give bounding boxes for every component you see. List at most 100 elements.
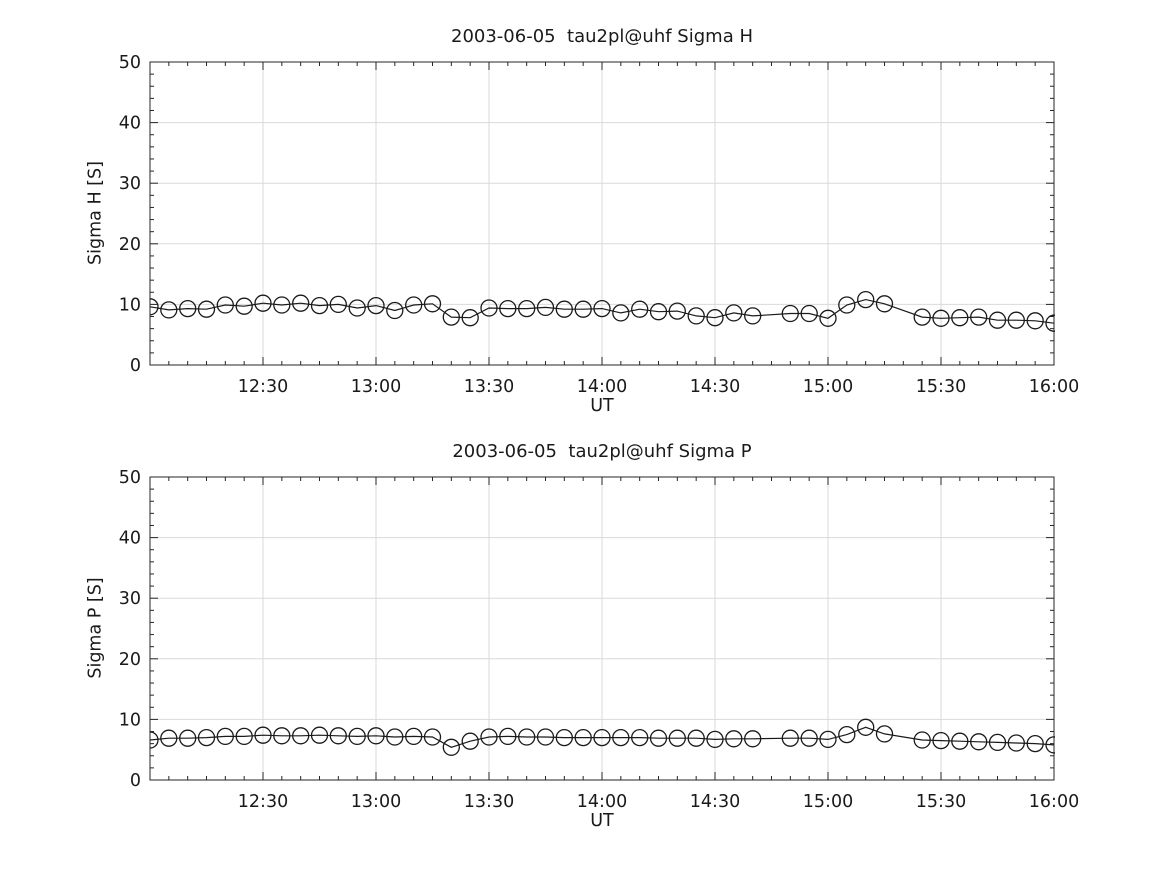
x-tick-label: 13:30: [464, 792, 514, 812]
y-tick-label: 0: [130, 771, 141, 791]
data-point-marker: [612, 304, 630, 322]
sigma-p-chart: 12:30 13:00 13:30 14:00 14:30 15:00 15:30 16:00…: [0, 415, 1167, 875]
data-point-marker: [988, 733, 1007, 752]
data-point-marker: [329, 727, 347, 745]
data-point-marker: [932, 309, 950, 327]
y-tick-label: 30: [119, 174, 141, 194]
data-point-marker: [197, 300, 216, 318]
data-point-marker: [348, 727, 366, 746]
data-point-marker: [875, 725, 894, 743]
data-point-marker: [518, 728, 536, 746]
x-tick-label: 12:30: [238, 792, 288, 812]
axes-box: [149, 476, 1055, 781]
data-point-marker: [781, 304, 799, 323]
y-tick-label: 20: [119, 235, 141, 255]
data-point-marker: [875, 295, 894, 313]
data-point-marker: [216, 296, 234, 314]
data-point-marker: [423, 295, 442, 313]
data-point-marker: [988, 311, 1007, 329]
data-point-marker: [292, 727, 310, 745]
x-tick-label: 13:00: [351, 792, 401, 812]
data-point-marker: [292, 294, 310, 312]
data-point-marker: [442, 738, 460, 756]
data-point-marker: [744, 307, 762, 325]
data-point-marker: [405, 296, 423, 314]
tick-labels: 12:30 13:00 13:30 14:00 14:30 15:00 15:30 16:00…: [119, 468, 1080, 812]
data-point-marker: [932, 731, 950, 750]
x-tick-label: 15:00: [803, 792, 853, 812]
data-point-marker: [574, 728, 592, 747]
sigma-h-y-axis-label: Sigma H [S]: [85, 161, 106, 265]
data-point-marker: [574, 300, 592, 318]
data-point-marker: [160, 301, 178, 319]
data-point-marker: [254, 294, 272, 312]
data-point-marker: [970, 733, 988, 751]
data-point-marker: [480, 299, 498, 317]
data-point-marker: [1026, 734, 1044, 753]
data-point-marker: [951, 732, 969, 750]
data-point-marker: [386, 301, 404, 320]
data-point-marker: [951, 309, 969, 327]
data-point-marker: [725, 730, 743, 748]
data-point-marker: [179, 729, 197, 747]
data-series: [150, 718, 1055, 756]
data-point-marker: [499, 299, 517, 318]
data-point-marker: [555, 300, 573, 318]
data-point-marker: [273, 727, 291, 745]
x-tick-label: 15:30: [916, 377, 966, 397]
data-point-marker: [631, 728, 649, 747]
data-point-marker: [216, 727, 234, 746]
data-point-marker: [310, 726, 329, 744]
data-point-marker: [1007, 311, 1025, 329]
y-tick-label: 50: [119, 53, 141, 73]
data-point-marker: [348, 299, 366, 317]
sigma-p-plot-area: 12:30 13:00 13:30 14:00 14:30 15:00 15:30 16:00…: [119, 468, 1080, 812]
data-point-marker: [913, 308, 931, 326]
y-tick-label: 10: [119, 710, 141, 730]
data-point-marker: [518, 299, 536, 318]
data-point-marker: [800, 729, 818, 747]
data-point-marker: [1045, 736, 1055, 754]
data-point-marker: [160, 729, 178, 747]
sigma-h-plot-area: 12:30 13:00 13:30 14:00 14:30 15:00 15:30 16:00…: [119, 53, 1080, 397]
y-tick-label: 50: [119, 468, 141, 488]
data-point-marker: [838, 296, 856, 314]
x-tick-label: 12:30: [238, 377, 288, 397]
data-point-marker: [649, 303, 668, 321]
data-point-marker: [179, 299, 197, 318]
data-point-marker: [423, 728, 442, 746]
data-point-marker: [706, 730, 724, 749]
y-tick-label: 40: [119, 114, 141, 134]
y-tick-label: 30: [119, 589, 141, 609]
data-series: [150, 290, 1055, 332]
data-point-marker: [386, 728, 404, 746]
data-markers: [150, 718, 1055, 756]
y-tick-label: 10: [119, 295, 141, 315]
x-tick-label: 15:30: [916, 792, 966, 812]
data-point-marker: [612, 728, 630, 747]
data-point-marker: [819, 309, 837, 327]
data-point-marker: [668, 729, 686, 747]
x-tick-label: 13:00: [351, 377, 401, 397]
sigma-p-x-axis-label: UT: [590, 811, 614, 831]
data-point-marker: [668, 302, 686, 320]
sigma-h-chart: 12:30 13:00 13:30 14:00 14:30 15:00 15:30 16:00…: [0, 0, 1167, 416]
data-point-marker: [781, 729, 799, 747]
data-point-marker: [649, 729, 668, 747]
sigma-p-chart-title: 2003-06-05 tau2pl@uhf Sigma P: [452, 441, 752, 462]
grid-lines: [150, 477, 1055, 780]
tick-labels: 12:30 13:00 13:30 14:00 14:30 15:00 15:30 16:00…: [119, 53, 1080, 397]
data-point-marker: [838, 725, 856, 744]
data-point-marker: [970, 308, 988, 326]
data-point-marker: [1007, 734, 1025, 752]
data-point-marker: [800, 304, 818, 323]
data-point-marker: [725, 304, 743, 322]
x-tick-label: 16:00: [1029, 792, 1079, 812]
y-tick-label: 0: [130, 356, 141, 376]
y-tick-label: 20: [119, 650, 141, 670]
data-point-marker: [367, 296, 385, 315]
data-point-marker: [461, 732, 479, 750]
y-tick-label: 40: [119, 529, 141, 549]
data-point-marker: [235, 727, 253, 746]
